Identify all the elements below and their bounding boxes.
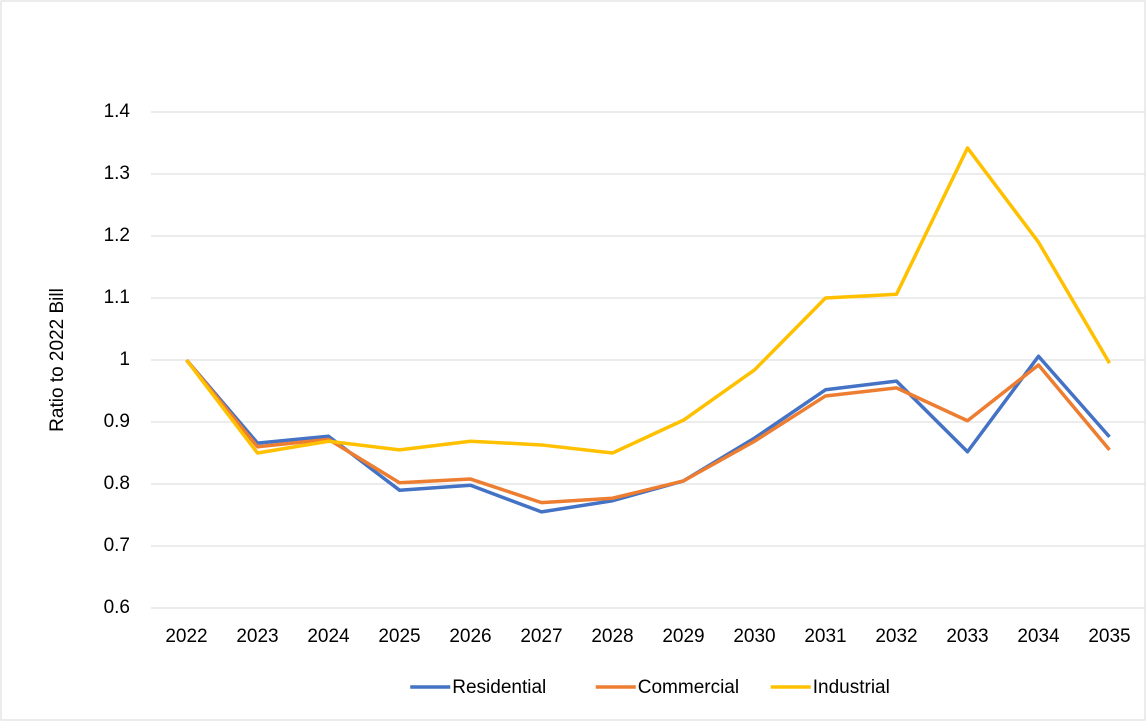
y-tick-label: 1.4 bbox=[104, 101, 131, 122]
x-tick-label: 2035 bbox=[1088, 626, 1130, 647]
x-tick-label: 2027 bbox=[520, 626, 562, 647]
y-tick-label: 1 bbox=[119, 349, 130, 370]
x-tick-label: 2022 bbox=[165, 626, 207, 647]
y-tick-label: 1.2 bbox=[104, 225, 130, 246]
y-tick-label: 1.1 bbox=[104, 287, 130, 308]
x-tick-label: 2029 bbox=[662, 626, 704, 647]
data-line bbox=[185, 146, 1112, 455]
x-tick-label: 2030 bbox=[733, 626, 775, 647]
x-tick-label: 2034 bbox=[1017, 626, 1060, 647]
legend-label: Commercial bbox=[638, 677, 739, 698]
x-tick-label: 2033 bbox=[946, 626, 988, 647]
x-tick-label: 2031 bbox=[804, 626, 846, 647]
y-tick-label: 0.7 bbox=[104, 535, 130, 556]
y-tick-label: 0.9 bbox=[104, 411, 130, 432]
data-line bbox=[185, 358, 1111, 505]
x-tick-label: 2028 bbox=[591, 626, 633, 647]
y-tick-label: 1.3 bbox=[104, 163, 130, 184]
legend-label: Industrial bbox=[813, 677, 890, 698]
legend-label: Residential bbox=[452, 677, 546, 698]
x-tick-label: 2025 bbox=[378, 626, 420, 647]
x-tick-label: 2032 bbox=[875, 626, 917, 647]
x-tick-label: 2026 bbox=[449, 626, 491, 647]
y-tick-label: 0.6 bbox=[104, 597, 130, 618]
y-axis-label: Ratio to 2022 Bill bbox=[47, 288, 68, 432]
x-tick-label: 2023 bbox=[236, 626, 278, 647]
x-tick-label: 2024 bbox=[307, 626, 350, 647]
y-tick-label: 0.8 bbox=[104, 473, 130, 494]
